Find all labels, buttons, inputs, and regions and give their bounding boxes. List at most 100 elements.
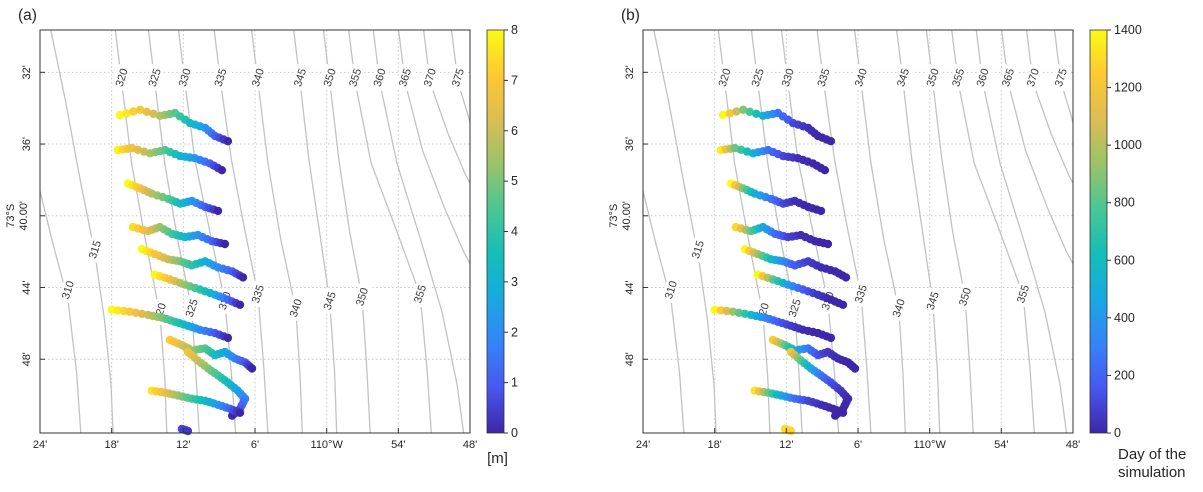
y-tick-label: 48' xyxy=(624,352,636,366)
x-tick-label: 110°W xyxy=(311,439,344,451)
contour-label: 340 xyxy=(850,64,872,92)
contour-label: 350 xyxy=(922,64,944,92)
trajectory xyxy=(750,386,848,417)
svg-text:345: 345 xyxy=(895,67,912,88)
svg-text:325: 325 xyxy=(750,67,767,88)
svg-text:355: 355 xyxy=(950,67,967,88)
colorbar-tick-label: 6 xyxy=(511,124,518,138)
contour-label: 345 xyxy=(319,287,341,315)
trajectories xyxy=(107,105,257,436)
colorbar-ticks: 0 200 400 600 800 1000 1200 1400 xyxy=(1107,23,1142,440)
svg-text:335: 335 xyxy=(213,67,230,88)
svg-text:335: 335 xyxy=(853,284,870,305)
trajectory xyxy=(150,270,245,309)
contour-label: 355 xyxy=(409,280,431,308)
contour-label: 360 xyxy=(369,64,391,92)
svg-text:315: 315 xyxy=(87,239,104,260)
trajectory xyxy=(147,386,245,417)
contour-label: 325 xyxy=(784,294,806,322)
svg-text:340: 340 xyxy=(250,67,267,88)
x-tick-label: 54' xyxy=(994,439,1008,451)
svg-text:330: 330 xyxy=(780,67,797,88)
colorbar-tick-label: 200 xyxy=(1114,368,1135,382)
panel-b: 3103153203203253253303303353353403403453… xyxy=(608,7,1186,481)
trajectory xyxy=(115,105,233,146)
svg-text:375: 375 xyxy=(1053,67,1070,88)
colorbar-tick-label: 1400 xyxy=(1114,23,1142,37)
colorbar xyxy=(486,29,505,434)
contour-label: 325 xyxy=(181,294,203,322)
trajectory xyxy=(786,347,853,420)
x-tick-label: 110°W xyxy=(914,439,947,451)
grid-lines xyxy=(39,30,471,433)
y-tick-label: 36' xyxy=(21,137,33,151)
contour-label: 330 xyxy=(777,64,799,92)
contour-labels: 3103153203203253253303303353353403403453… xyxy=(57,64,469,326)
svg-text:350: 350 xyxy=(322,67,339,88)
y-tick-label: 73°S xyxy=(5,204,17,228)
contour-label: 335 xyxy=(247,280,269,308)
x-tick-label: 12' xyxy=(779,439,793,451)
trajectories xyxy=(710,105,860,436)
svg-text:345: 345 xyxy=(322,290,339,311)
y-tick-label: 32' xyxy=(624,65,636,79)
grid-lines xyxy=(642,30,1074,433)
colorbar-tick-label: 400 xyxy=(1114,311,1135,325)
colorbar-tick-label: 1200 xyxy=(1114,81,1142,95)
x-tick-label: 18' xyxy=(708,439,722,451)
colorbar-tick-label: 8 xyxy=(511,23,518,37)
x-axis: 24' 18' 12' 6' 110°W 54' 48' xyxy=(33,428,477,451)
colorbar-label: [m] xyxy=(487,450,508,467)
svg-text:325: 325 xyxy=(184,298,201,319)
contour-label: 365 xyxy=(394,64,416,92)
colorbar-tick-label: 0 xyxy=(1114,426,1121,440)
contour-label: 355 xyxy=(1012,280,1034,308)
y-tick-label: 44' xyxy=(21,280,33,294)
contour-label: 355 xyxy=(344,64,366,92)
x-tick-label: 24' xyxy=(33,439,47,451)
y-tick-label: 36' xyxy=(624,137,636,151)
contour-label: 310 xyxy=(57,276,79,304)
colorbar-tick-label: 800 xyxy=(1114,196,1135,210)
svg-text:370: 370 xyxy=(1025,67,1042,88)
colorbar xyxy=(1089,29,1108,434)
contour-label: 340 xyxy=(888,294,910,322)
svg-text:340: 340 xyxy=(288,298,305,319)
contour-label: 320 xyxy=(111,64,133,92)
contour-label: 375 xyxy=(1050,64,1072,92)
svg-text:320: 320 xyxy=(717,67,734,88)
contour-label: 365 xyxy=(997,64,1019,92)
contour-label: 350 xyxy=(319,64,341,92)
svg-text:325: 325 xyxy=(787,298,804,319)
svg-text:350: 350 xyxy=(354,286,371,307)
svg-text:355: 355 xyxy=(412,284,429,305)
trajectory xyxy=(710,305,836,343)
svg-text:335: 335 xyxy=(816,67,833,88)
contour-label: 345 xyxy=(892,64,914,92)
svg-text:355: 355 xyxy=(347,67,364,88)
y-tick-label: 40.00' xyxy=(621,201,633,231)
svg-text:345: 345 xyxy=(292,67,309,88)
contour-label: 370 xyxy=(419,64,441,92)
svg-text:365: 365 xyxy=(397,67,414,88)
trajectory xyxy=(177,424,193,436)
svg-text:345: 345 xyxy=(925,290,942,311)
trajectory xyxy=(128,222,230,249)
contour-label: 345 xyxy=(922,287,944,315)
contour-label: 330 xyxy=(174,64,196,92)
colorbar-tick-label: 1 xyxy=(511,376,518,390)
svg-text:335: 335 xyxy=(250,284,267,305)
colorbar-tick-label: 4 xyxy=(511,225,518,239)
x-tick-label: 24' xyxy=(636,439,650,451)
trajectory xyxy=(780,424,796,436)
y-tick-label: 40.00' xyxy=(18,201,30,231)
x-tick-label: 48' xyxy=(1066,439,1080,451)
contour-label: 355 xyxy=(947,64,969,92)
contour-label: 315 xyxy=(84,236,106,264)
trajectory xyxy=(731,222,833,249)
trajectory xyxy=(137,245,248,282)
colorbar-tick-label: 600 xyxy=(1114,253,1135,267)
contour-labels: 3103153203203253253303303353353403403453… xyxy=(660,64,1072,326)
